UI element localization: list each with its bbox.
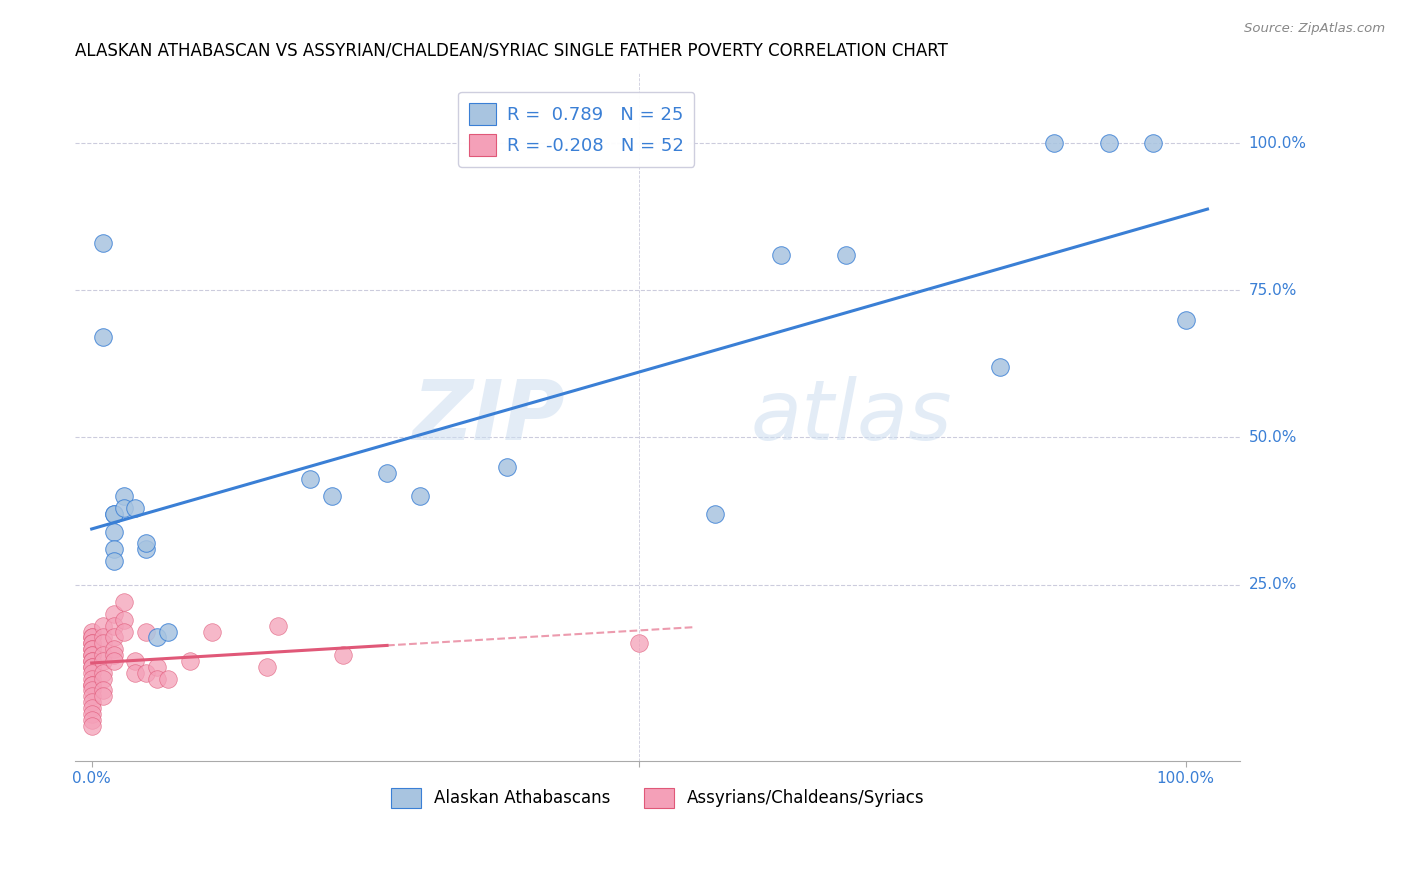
Point — [704, 507, 727, 521]
Point — [146, 631, 169, 645]
Point — [114, 613, 136, 627]
Point — [91, 672, 114, 686]
Point — [103, 631, 125, 645]
Point — [103, 642, 125, 657]
Text: ALASKAN ATHABASCAN VS ASSYRIAN/CHALDEAN/SYRIAC SINGLE FATHER POVERTY CORRELATION: ALASKAN ATHABASCAN VS ASSYRIAN/CHALDEAN/… — [76, 42, 948, 60]
Point — [332, 648, 354, 662]
Point — [80, 672, 103, 686]
Point — [135, 665, 157, 680]
Point — [201, 624, 224, 639]
Point — [769, 248, 792, 262]
Point — [91, 618, 114, 632]
Point — [179, 654, 201, 668]
Point — [80, 654, 103, 668]
Point — [103, 607, 125, 621]
Text: atlas: atlas — [751, 376, 953, 458]
Point — [80, 690, 103, 704]
Point — [114, 595, 136, 609]
Point — [114, 624, 136, 639]
Point — [1142, 136, 1164, 150]
Point — [157, 624, 180, 639]
Point — [80, 624, 103, 639]
Point — [80, 719, 103, 733]
Point — [91, 236, 114, 251]
Point — [91, 654, 114, 668]
Text: 25.0%: 25.0% — [1249, 577, 1296, 592]
Point — [80, 654, 103, 668]
Point — [80, 677, 103, 691]
Point — [1043, 136, 1066, 150]
Point — [103, 618, 125, 632]
Point — [157, 672, 180, 686]
Point — [80, 642, 103, 657]
Point — [80, 695, 103, 709]
Point — [80, 642, 103, 657]
Point — [80, 631, 103, 645]
Point — [103, 654, 125, 668]
Point — [80, 636, 103, 650]
Point — [91, 665, 114, 680]
Point — [103, 507, 125, 521]
Point — [146, 660, 169, 674]
Point — [80, 631, 103, 645]
Point — [988, 359, 1011, 374]
Point — [80, 701, 103, 715]
Point — [91, 631, 114, 645]
Point — [91, 330, 114, 344]
Point — [103, 524, 125, 539]
Point — [91, 648, 114, 662]
Point — [124, 654, 146, 668]
Point — [409, 489, 432, 503]
Point — [80, 683, 103, 698]
Point — [80, 648, 103, 662]
Point — [114, 500, 136, 515]
Point — [91, 690, 114, 704]
Point — [80, 706, 103, 721]
Point — [91, 683, 114, 698]
Point — [80, 665, 103, 680]
Point — [1098, 136, 1121, 150]
Point — [114, 489, 136, 503]
Point — [321, 489, 343, 503]
Point — [135, 536, 157, 550]
Point — [91, 636, 114, 650]
Point — [135, 542, 157, 557]
Point — [256, 660, 278, 674]
Point — [80, 713, 103, 727]
Text: 50.0%: 50.0% — [1249, 430, 1296, 445]
Point — [124, 500, 146, 515]
Point — [80, 660, 103, 674]
Point — [496, 459, 519, 474]
Point — [103, 648, 125, 662]
Text: ZIP: ZIP — [412, 376, 565, 458]
Point — [627, 636, 650, 650]
Point — [103, 542, 125, 557]
Point — [80, 677, 103, 691]
Point — [80, 636, 103, 650]
Text: 75.0%: 75.0% — [1249, 283, 1296, 298]
Point — [80, 648, 103, 662]
Point — [299, 471, 322, 485]
Point — [375, 466, 398, 480]
Point — [135, 624, 157, 639]
Legend: Alaskan Athabascans, Assyrians/Chaldeans/Syriacs: Alaskan Athabascans, Assyrians/Chaldeans… — [384, 781, 931, 814]
Point — [124, 665, 146, 680]
Point — [266, 618, 288, 632]
Point — [103, 507, 125, 521]
Point — [103, 554, 125, 568]
Point — [835, 248, 858, 262]
Point — [80, 660, 103, 674]
Point — [1174, 312, 1197, 326]
Point — [146, 672, 169, 686]
Text: 100.0%: 100.0% — [1249, 136, 1306, 151]
Text: Source: ZipAtlas.com: Source: ZipAtlas.com — [1244, 22, 1385, 36]
